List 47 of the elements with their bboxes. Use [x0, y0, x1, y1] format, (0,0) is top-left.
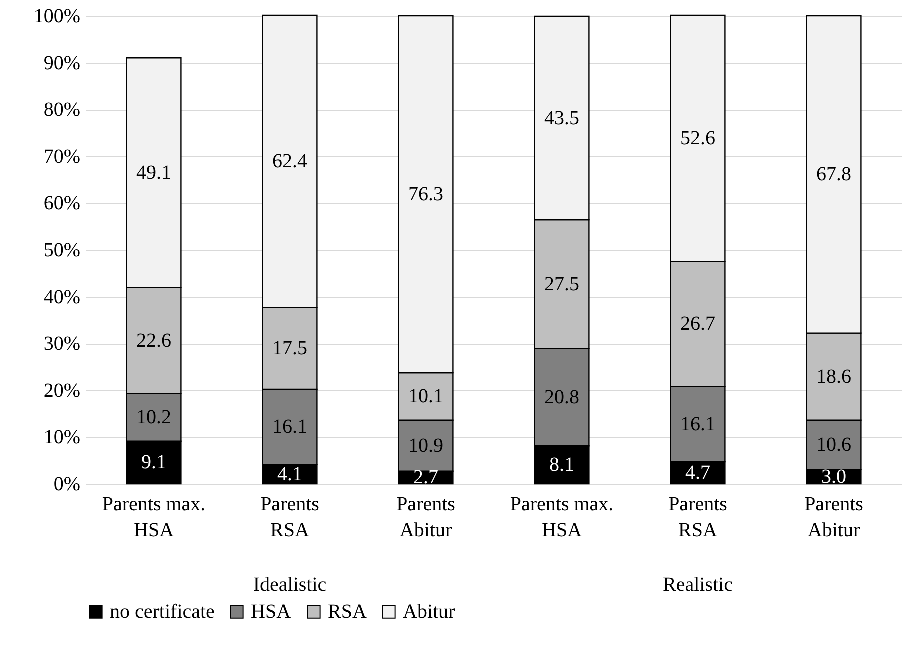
y-tick-label: 50%	[44, 240, 80, 262]
data-label: 67.8	[816, 164, 852, 186]
data-label: 18.6	[816, 366, 852, 388]
data-label: 62.4	[272, 150, 308, 173]
data-label: 49.1	[136, 162, 172, 184]
data-label: 10.2	[136, 406, 172, 429]
legend-label: Abitur	[403, 601, 456, 623]
data-label: 26.7	[680, 313, 716, 336]
y-tick-label: 60%	[44, 192, 80, 215]
y-tick-label: 70%	[44, 146, 80, 168]
y-tick-label: 100%	[34, 6, 80, 28]
data-label: 22.6	[136, 330, 172, 352]
data-label: 10.1	[408, 386, 444, 408]
data-label: 52.6	[680, 128, 716, 150]
text: Idealistic	[253, 574, 327, 597]
data-label: 2.7	[414, 466, 438, 489]
data-label: 16.1	[272, 416, 308, 438]
data-label: 4.1	[278, 463, 302, 486]
y-tick-label: 80%	[44, 99, 80, 122]
data-label: 27.5	[544, 273, 580, 296]
data-label: 9.1	[142, 452, 166, 474]
data-label: 10.9	[408, 434, 444, 457]
legend-label: HSA	[251, 601, 292, 623]
legend-label: RSA	[328, 601, 368, 623]
y-tick-label: 0%	[54, 474, 80, 496]
text: Realistic	[663, 574, 733, 597]
x-tick-label: Parents max. HSA	[510, 494, 614, 542]
x-tick-label: Parents Abitur	[804, 494, 864, 542]
data-label: 17.5	[272, 338, 308, 360]
data-label: 16.1	[680, 413, 716, 436]
x-tick-label: Parents RSA	[260, 494, 320, 542]
data-label: 43.5	[544, 107, 580, 130]
y-tick-label: 40%	[44, 286, 80, 308]
y-tick-label: 20%	[44, 380, 80, 402]
x-tick-label: Parents RSA	[668, 494, 728, 542]
y-tick-label: 90%	[44, 52, 80, 74]
x-tick-label: Parents max. HSA	[102, 494, 206, 542]
x-tick-label: Parents Abitur	[396, 494, 456, 542]
y-tick-label: 10%	[44, 426, 80, 449]
data-label: 20.8	[544, 386, 580, 408]
data-label: 10.6	[816, 434, 852, 456]
data-label: 76.3	[408, 184, 444, 206]
data-label: 3.0	[822, 466, 846, 488]
data-label: 8.1	[550, 454, 574, 476]
data-label: 4.7	[686, 462, 710, 484]
y-tick-label: 30%	[44, 333, 80, 356]
legend-label: no certificate	[110, 601, 216, 623]
